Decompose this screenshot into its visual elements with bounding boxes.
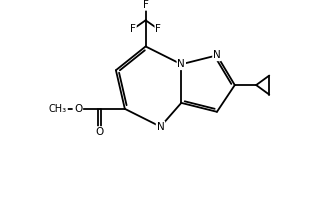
Text: N: N	[213, 50, 221, 60]
Text: F: F	[156, 24, 161, 34]
Text: N: N	[156, 122, 164, 132]
Text: CH₃: CH₃	[49, 104, 67, 114]
Text: F: F	[130, 24, 136, 34]
Text: O: O	[95, 127, 104, 137]
Text: O: O	[74, 104, 82, 114]
Text: F: F	[143, 0, 149, 10]
Text: N: N	[177, 59, 185, 69]
